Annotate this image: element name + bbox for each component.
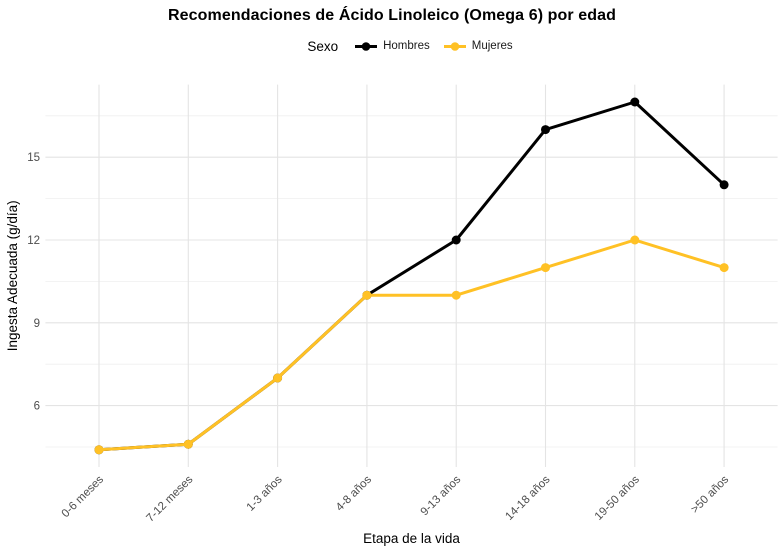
- series-line-mujeres: [97, 238, 726, 452]
- svg-text:19-50 años: 19-50 años: [593, 473, 642, 522]
- svg-text:9-13 años: 9-13 años: [419, 473, 464, 518]
- legend-key-mujeres-icon: [443, 41, 466, 51]
- svg-text:4-8 años: 4-8 años: [334, 473, 374, 513]
- svg-text:1-3 años: 1-3 años: [245, 473, 285, 513]
- svg-text:>50 años: >50 años: [689, 473, 731, 515]
- svg-text:7-12 meses: 7-12 meses: [144, 473, 195, 524]
- svg-text:Ingesta Adecuada (g/día): Ingesta Adecuada (g/día): [5, 200, 20, 351]
- legend-title: Sexo: [307, 38, 339, 54]
- x-tick-labels: 0-6 meses 7-12 meses 1-3 años 4-8 años 9-13 …: [60, 473, 732, 524]
- legend-key-hombres-icon: [355, 41, 378, 51]
- svg-text:Etapa de la vida: Etapa de la vida: [363, 531, 460, 546]
- series-points-hombres: [94, 97, 729, 455]
- svg-text:6: 6: [34, 401, 40, 413]
- svg-text:0-6 meses: 0-6 meses: [60, 473, 107, 520]
- svg-text:14-18 años: 14-18 años: [503, 473, 552, 522]
- legend-label-hombres: Hombres: [383, 40, 430, 52]
- y-tick-labels: 6 9 12 15: [27, 152, 40, 412]
- series-points-mujeres: [94, 235, 729, 455]
- svg-text:9: 9: [34, 318, 40, 330]
- legend-item-hombres: Hombres: [354, 40, 430, 53]
- series-line-hombres: [97, 100, 726, 452]
- x-gridlines: [98, 84, 725, 467]
- svg-text:12: 12: [27, 235, 40, 247]
- y-axis-title: Ingesta Adecuada (g/día): [5, 200, 20, 351]
- legend: Sexo Hombres Mujeres: [36, 38, 784, 54]
- legend-item-mujeres: Mujeres: [443, 40, 513, 53]
- x-axis-title: Etapa de la vida: [363, 531, 460, 546]
- line-chart: 6 9 12 15 0-6 meses 7-12 meses 1-3 años 4-8 año…: [5, 84, 778, 546]
- svg-text:15: 15: [27, 152, 40, 164]
- legend-label-mujeres: Mujeres: [471, 40, 513, 52]
- y-gridlines-major: [45, 156, 778, 407]
- y-gridlines-minor: [45, 115, 778, 448]
- chart-title: Recomendaciones de Ácido Linoleico (Omeg…: [167, 7, 617, 24]
